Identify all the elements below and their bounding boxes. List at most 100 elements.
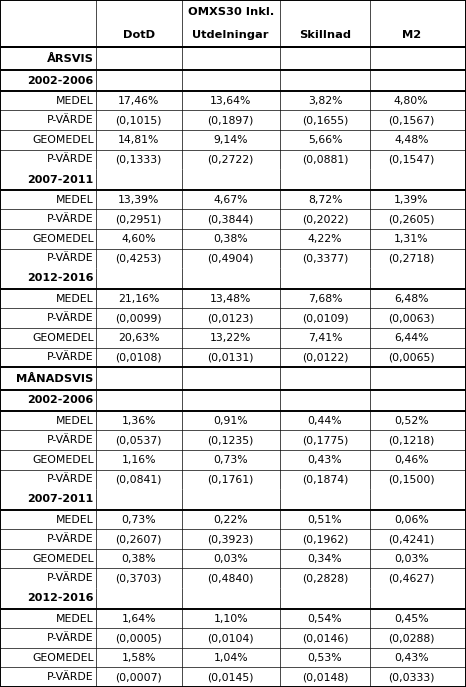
- Text: (0,1218): (0,1218): [388, 435, 434, 445]
- Text: 4,22%: 4,22%: [308, 234, 343, 244]
- Text: (0,0109): (0,0109): [302, 313, 349, 323]
- Text: 6,48%: 6,48%: [394, 293, 429, 304]
- Text: (0,4627): (0,4627): [388, 573, 434, 583]
- Text: P-VÄRDE: P-VÄRDE: [47, 313, 94, 323]
- Text: 3,82%: 3,82%: [308, 95, 343, 106]
- Text: (0,3844): (0,3844): [207, 214, 254, 224]
- Text: (0,1962): (0,1962): [302, 534, 348, 544]
- Text: (0,1874): (0,1874): [302, 474, 348, 484]
- Text: (0,0005): (0,0005): [115, 633, 162, 643]
- Text: ÅRSVIS: ÅRSVIS: [47, 54, 94, 64]
- Text: (0,0104): (0,0104): [207, 633, 254, 643]
- Text: 0,54%: 0,54%: [308, 613, 343, 624]
- Text: 2002-2006: 2002-2006: [27, 396, 94, 405]
- Text: (0,2718): (0,2718): [388, 254, 434, 263]
- Text: (0,4253): (0,4253): [116, 254, 162, 263]
- Text: (0,0099): (0,0099): [115, 313, 162, 323]
- Text: 7,68%: 7,68%: [308, 293, 343, 304]
- Text: P-VÄRDE: P-VÄRDE: [47, 254, 94, 263]
- Text: 0,52%: 0,52%: [394, 416, 429, 426]
- Text: 1,64%: 1,64%: [121, 613, 156, 624]
- Text: (0,2605): (0,2605): [388, 214, 434, 224]
- Text: P-VÄRDE: P-VÄRDE: [47, 435, 94, 445]
- Text: (0,4241): (0,4241): [388, 534, 434, 544]
- Text: (0,0108): (0,0108): [115, 352, 162, 362]
- Text: (0,3377): (0,3377): [302, 254, 348, 263]
- Text: 0,51%: 0,51%: [308, 515, 343, 525]
- Text: (0,0123): (0,0123): [207, 313, 254, 323]
- Text: P-VÄRDE: P-VÄRDE: [47, 352, 94, 362]
- Text: 1,39%: 1,39%: [394, 194, 429, 205]
- Text: OMXS30 Inkl.: OMXS30 Inkl.: [187, 6, 274, 16]
- Text: 1,04%: 1,04%: [213, 653, 248, 663]
- Text: 13,22%: 13,22%: [210, 333, 251, 343]
- Text: 8,72%: 8,72%: [308, 194, 343, 205]
- Text: GEOMEDEL: GEOMEDEL: [32, 135, 94, 145]
- Text: P-VÄRDE: P-VÄRDE: [47, 534, 94, 544]
- Text: GEOMEDEL: GEOMEDEL: [32, 455, 94, 464]
- Text: (0,1015): (0,1015): [116, 115, 162, 125]
- Text: (0,0881): (0,0881): [302, 155, 348, 164]
- Text: 2012-2016: 2012-2016: [27, 594, 94, 603]
- Text: (0,0148): (0,0148): [302, 672, 348, 682]
- Text: 13,39%: 13,39%: [118, 194, 159, 205]
- Text: P-VÄRDE: P-VÄRDE: [47, 672, 94, 682]
- Text: MEDEL: MEDEL: [56, 613, 94, 624]
- Text: Skillnad: Skillnad: [299, 30, 351, 40]
- Text: 0,38%: 0,38%: [213, 234, 248, 244]
- Text: 0,06%: 0,06%: [394, 515, 429, 525]
- Text: (0,2022): (0,2022): [302, 214, 348, 224]
- Text: 9,14%: 9,14%: [213, 135, 248, 145]
- Text: 1,36%: 1,36%: [121, 416, 156, 426]
- Text: GEOMEDEL: GEOMEDEL: [32, 333, 94, 343]
- Text: DotD: DotD: [123, 30, 155, 40]
- Text: 1,31%: 1,31%: [394, 234, 429, 244]
- Text: (0,1897): (0,1897): [207, 115, 254, 125]
- Text: (0,3703): (0,3703): [116, 573, 162, 583]
- Text: 0,43%: 0,43%: [394, 653, 429, 663]
- Text: (0,0145): (0,0145): [207, 672, 254, 682]
- Text: 1,16%: 1,16%: [121, 455, 156, 464]
- Text: (0,1235): (0,1235): [207, 435, 254, 445]
- Text: MEDEL: MEDEL: [56, 293, 94, 304]
- Text: 20,63%: 20,63%: [118, 333, 159, 343]
- Text: P-VÄRDE: P-VÄRDE: [47, 214, 94, 224]
- Text: (0,1761): (0,1761): [207, 474, 254, 484]
- Text: 0,22%: 0,22%: [213, 515, 248, 525]
- Text: 4,48%: 4,48%: [394, 135, 429, 145]
- Text: (0,0146): (0,0146): [302, 633, 348, 643]
- Text: 2002-2006: 2002-2006: [27, 76, 94, 86]
- Text: (0,1775): (0,1775): [302, 435, 348, 445]
- Text: 2007-2011: 2007-2011: [27, 495, 94, 504]
- Text: 0,03%: 0,03%: [394, 554, 429, 564]
- Text: P-VÄRDE: P-VÄRDE: [47, 474, 94, 484]
- Text: MEDEL: MEDEL: [56, 416, 94, 426]
- Text: (0,2722): (0,2722): [207, 155, 254, 164]
- Text: (0,1547): (0,1547): [388, 155, 434, 164]
- Text: 0,38%: 0,38%: [121, 554, 156, 564]
- Text: (0,0065): (0,0065): [388, 352, 435, 362]
- Text: M2: M2: [402, 30, 421, 40]
- Text: MÅNADSVIS: MÅNADSVIS: [16, 374, 94, 383]
- Text: (0,1500): (0,1500): [388, 474, 435, 484]
- Text: P-VÄRDE: P-VÄRDE: [47, 633, 94, 643]
- Text: 13,64%: 13,64%: [210, 95, 251, 106]
- Text: (0,0288): (0,0288): [388, 633, 434, 643]
- Text: 14,81%: 14,81%: [118, 135, 159, 145]
- Text: 4,80%: 4,80%: [394, 95, 429, 106]
- Text: MEDEL: MEDEL: [56, 515, 94, 525]
- Text: 2012-2016: 2012-2016: [27, 273, 94, 284]
- Text: 1,10%: 1,10%: [213, 613, 248, 624]
- Text: GEOMEDEL: GEOMEDEL: [32, 234, 94, 244]
- Text: (0,0122): (0,0122): [302, 352, 348, 362]
- Text: 17,46%: 17,46%: [118, 95, 159, 106]
- Text: 0,44%: 0,44%: [308, 416, 343, 426]
- Text: P-VÄRDE: P-VÄRDE: [47, 115, 94, 125]
- Text: 0,73%: 0,73%: [121, 515, 156, 525]
- Text: (0,4904): (0,4904): [207, 254, 254, 263]
- Text: GEOMEDEL: GEOMEDEL: [32, 653, 94, 663]
- Text: (0,0063): (0,0063): [388, 313, 435, 323]
- Text: (0,3923): (0,3923): [207, 534, 254, 544]
- Text: P-VÄRDE: P-VÄRDE: [47, 155, 94, 164]
- Text: MEDEL: MEDEL: [56, 95, 94, 106]
